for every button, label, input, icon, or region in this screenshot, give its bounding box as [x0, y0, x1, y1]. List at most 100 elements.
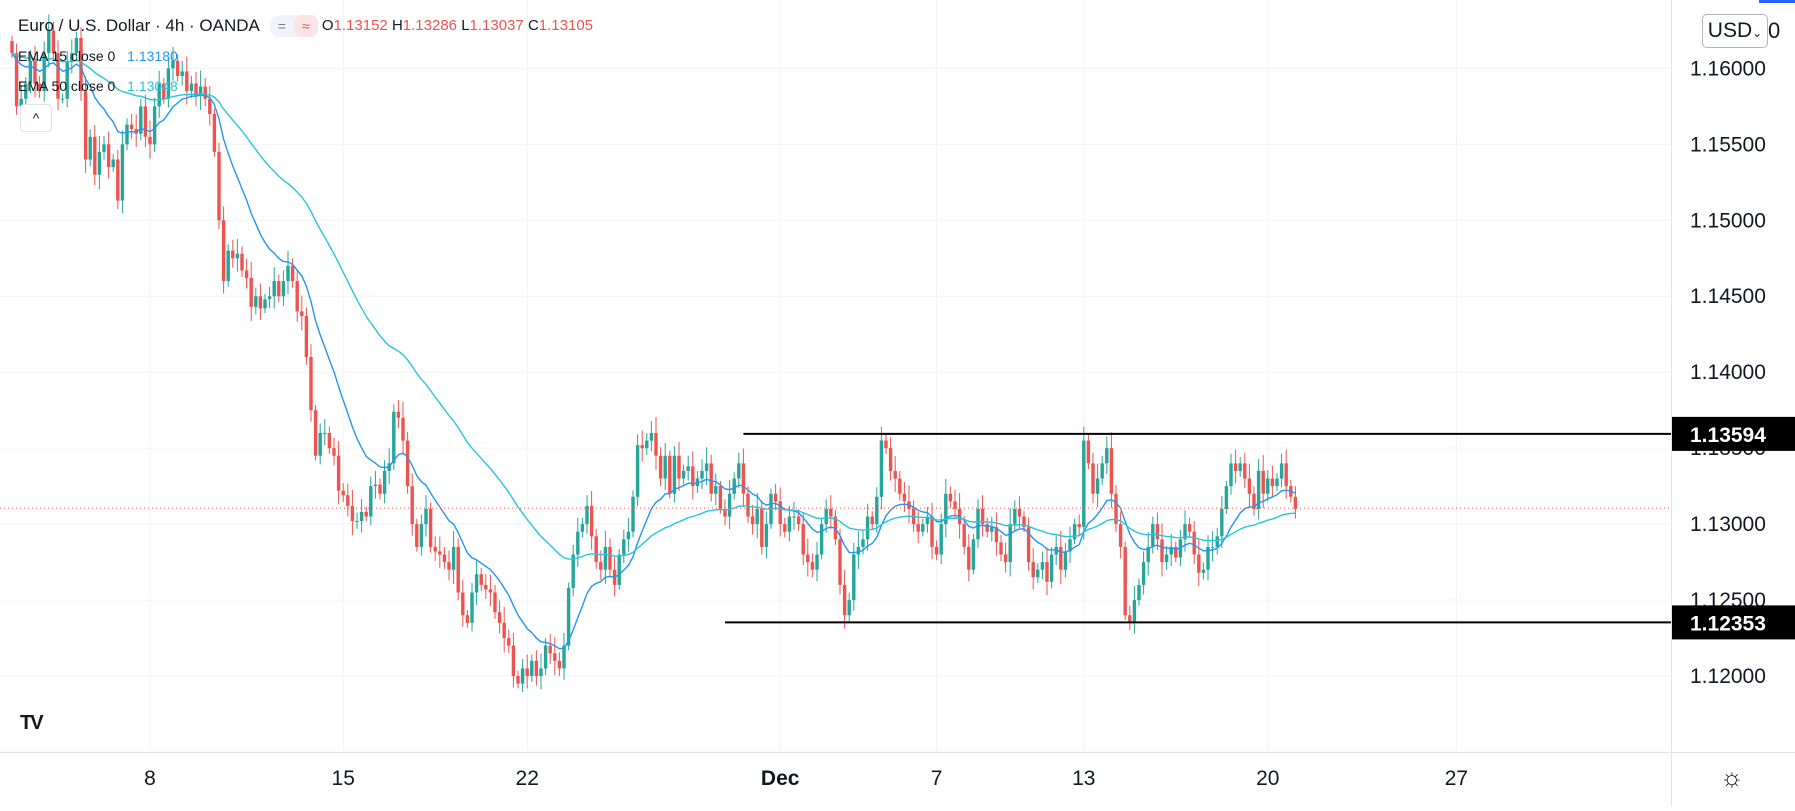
candle-up: [19, 98, 23, 107]
candle-down: [33, 60, 37, 84]
candle-down: [405, 440, 410, 487]
candle-down: [1114, 493, 1118, 525]
candle-up: [1201, 569, 1206, 573]
candle-up: [419, 524, 424, 547]
candle-down: [1293, 496, 1298, 509]
candle-down: [1247, 478, 1252, 494]
candle-down: [438, 551, 442, 555]
equal-icon[interactable]: =: [277, 18, 286, 34]
candle-down: [599, 562, 603, 570]
candle-down: [783, 524, 787, 532]
candle-up: [1146, 546, 1150, 563]
chart-area[interactable]: [0, 0, 1671, 753]
candle-up: [663, 455, 667, 479]
candle-up: [875, 496, 879, 525]
time-tick-label: 27: [1445, 767, 1468, 790]
indicator-ema15[interactable]: EMA 15 close 0 1.13180: [18, 44, 593, 68]
candle-down: [143, 106, 148, 137]
price-axis[interactable]: 1.16000 1.15500 1.15000 1.14500 1.14000 1.135…: [1671, 0, 1795, 752]
settings-gear-icon[interactable]: ☼: [1720, 762, 1744, 792]
candle-up: [1049, 554, 1054, 582]
candle-down: [433, 546, 437, 552]
candle-down: [313, 410, 318, 456]
candle-up: [539, 668, 543, 677]
candle-up: [369, 486, 373, 517]
interval-label[interactable]: 4h: [165, 16, 185, 35]
candle-up: [585, 505, 589, 525]
separator: ·: [150, 16, 166, 35]
candle-up: [272, 281, 276, 297]
tradingview-logo-icon[interactable]: TV: [20, 712, 44, 734]
candle-up: [1266, 478, 1270, 494]
candle-down: [898, 478, 902, 494]
candle-down: [106, 144, 111, 168]
candle-down: [148, 136, 152, 145]
candle-down: [902, 493, 907, 502]
candle-down: [83, 91, 88, 160]
exchange-label: OANDA: [199, 16, 260, 35]
candle-up: [819, 524, 824, 555]
candle-down: [212, 113, 217, 152]
candle-down: [1252, 493, 1256, 509]
candle-up: [626, 531, 631, 540]
ema-50-line: [11, 52, 1296, 560]
chart-legend: Euro / U.S. Dollar · 4h · OANDA = ≈ O1.1…: [18, 14, 593, 98]
candle-up: [254, 296, 258, 307]
candle-up: [1256, 470, 1261, 509]
candle-down: [401, 417, 405, 441]
candle-up: [755, 508, 759, 525]
candle-down: [162, 83, 166, 99]
price-tick-label: 1.12000: [1690, 665, 1766, 688]
candle-up: [157, 83, 161, 107]
candle-up: [1224, 486, 1229, 509]
candle-up: [1068, 539, 1072, 552]
currency-select[interactable]: USD⌄: [1702, 14, 1768, 48]
candle-down: [493, 592, 497, 613]
candle-down: [415, 524, 419, 547]
candle-down: [484, 584, 488, 590]
candle-down: [640, 445, 644, 449]
candlestick-plot[interactable]: [0, 0, 1671, 753]
candle-down: [723, 508, 727, 517]
indicator-ema50[interactable]: EMA 50 close 0 1.13048: [18, 74, 593, 98]
symbol-name[interactable]: Euro / U.S. Dollar: [18, 16, 151, 35]
candle-up: [263, 299, 267, 309]
candle-up: [856, 546, 861, 555]
candle-up: [1164, 554, 1169, 563]
candle-down: [1086, 440, 1091, 464]
collapse-legend-button[interactable]: ^: [20, 104, 52, 132]
candle-down: [79, 37, 83, 92]
candle-up: [102, 144, 106, 152]
candle-up: [617, 554, 621, 585]
candle-down: [668, 455, 672, 494]
candle-down: [208, 98, 212, 114]
candle-up: [714, 486, 718, 494]
candle-up: [727, 493, 732, 517]
candle-up: [543, 645, 548, 669]
approx-icon[interactable]: ≈: [293, 15, 318, 37]
candle-up: [792, 516, 796, 518]
candle-up: [990, 527, 994, 532]
candle-down: [185, 71, 189, 92]
candle-down: [364, 511, 368, 517]
candle-down: [244, 270, 249, 279]
chart-style-toggle[interactable]: = ≈: [269, 15, 318, 37]
candle-up: [189, 83, 194, 92]
candle-up: [1279, 463, 1284, 479]
candle-down: [51, 30, 56, 54]
price-tick-label: 1.15000: [1690, 209, 1766, 232]
candle-down: [962, 524, 966, 547]
candle-up: [1100, 463, 1104, 479]
candle-up: [355, 521, 359, 523]
price-axis-svg: 1.16000 1.15500 1.15000 1.14500 1.14000 1.135…: [1672, 57, 1795, 688]
candle-down: [980, 508, 985, 525]
candle-up: [686, 466, 690, 471]
candle-down: [934, 546, 939, 555]
candle-up: [1072, 524, 1077, 540]
time-axis[interactable]: 8 15 22 Dec 7 13 20 27: [0, 752, 1671, 806]
candle-down: [507, 638, 511, 646]
candle-down: [1128, 615, 1132, 622]
candle-up: [171, 60, 175, 69]
candle-up: [1105, 448, 1109, 464]
time-axis-svg: 8 15 22 Dec 7 13 20 27: [144, 767, 1468, 790]
